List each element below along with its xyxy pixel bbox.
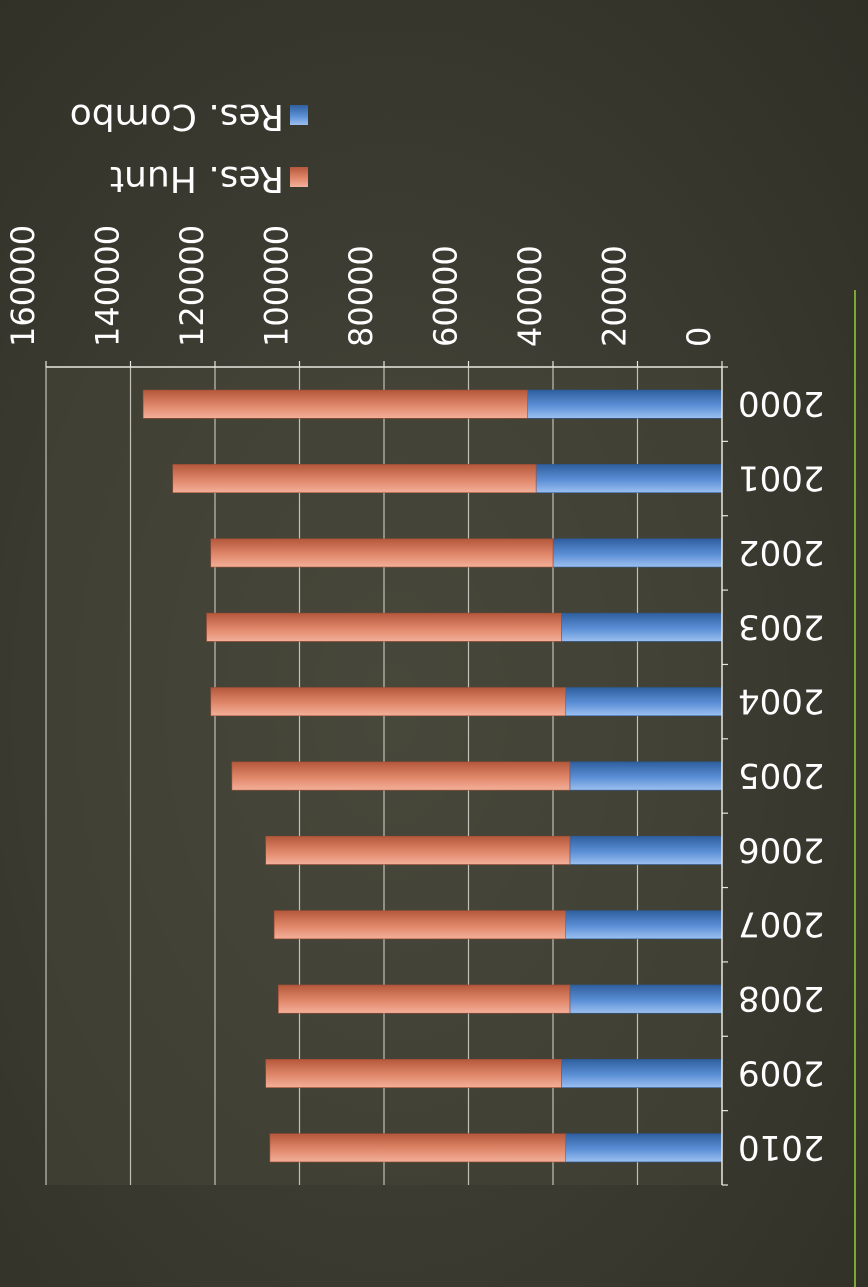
bar-res-combo-2001 [535, 464, 723, 493]
bar-res-hunt-2008 [278, 984, 571, 1014]
value-tick-label: 0 [680, 327, 718, 347]
bar-res-combo-2000 [527, 389, 723, 419]
bar-res-hunt-2009 [265, 1059, 562, 1088]
value-tick-label: 60000 [427, 245, 465, 347]
bar-res-hunt-2002 [210, 538, 554, 568]
bar-res-hunt-2005 [231, 761, 571, 791]
bar-res-hunt-2006 [265, 835, 571, 865]
bar-res-combo-2002 [552, 538, 723, 568]
bar-res-combo-2007 [565, 910, 723, 940]
category-tick-label: 2006 [738, 829, 825, 869]
value-tick-label: 160000 [4, 225, 42, 347]
bar-res-hunt-2001 [172, 464, 537, 493]
bar-res-hunt-2000 [142, 389, 528, 419]
bar-res-hunt-2007 [273, 910, 566, 940]
category-tick-label: 2003 [738, 606, 825, 646]
bar-res-combo-2004 [565, 687, 723, 717]
category-tick-label: 2004 [738, 681, 825, 721]
bar-res-combo-2008 [569, 984, 723, 1014]
bars [142, 389, 723, 1163]
category-tick-label: 2005 [738, 755, 825, 795]
value-tick-label: 80000 [342, 245, 380, 347]
legend-label: Res. Hunt [110, 158, 284, 199]
value-tick-label: 40000 [511, 245, 549, 347]
bar-res-hunt-2010 [269, 1133, 566, 1163]
category-tick-label: 2010 [738, 1127, 825, 1167]
value-tick-label: 140000 [89, 225, 127, 347]
bar-res-hunt-2003 [206, 612, 562, 642]
category-tick-label: 2009 [738, 1052, 825, 1092]
category-tick-label: 2008 [738, 978, 825, 1018]
category-tick-label: 2001 [738, 458, 825, 498]
legend: Res. Hunt Res. Combo [70, 96, 308, 199]
legend-label: Res. Combo [70, 96, 284, 137]
value-tick-label: 100000 [258, 225, 296, 347]
bar-res-combo-2006 [569, 835, 723, 865]
bar-res-hunt-2004 [210, 687, 566, 717]
category-tick-label: 2000 [738, 383, 825, 423]
axes [45, 361, 728, 1186]
bar-res-combo-2010 [565, 1133, 723, 1163]
category-tick-label: 2002 [738, 532, 825, 572]
value-tick-label: 20000 [596, 245, 634, 347]
legend-swatch [290, 167, 308, 187]
value-tick-label: 120000 [173, 225, 211, 347]
bar-res-combo-2009 [561, 1059, 723, 1088]
tick-labels: 2000 2001 2002 2003 2004 2005 2006 2007 2008 2009… [4, 225, 825, 1167]
bar-res-combo-2005 [569, 761, 723, 791]
bar-res-combo-2003 [561, 612, 723, 642]
category-tick-label: 2007 [738, 904, 825, 944]
legend-swatch [290, 105, 308, 125]
